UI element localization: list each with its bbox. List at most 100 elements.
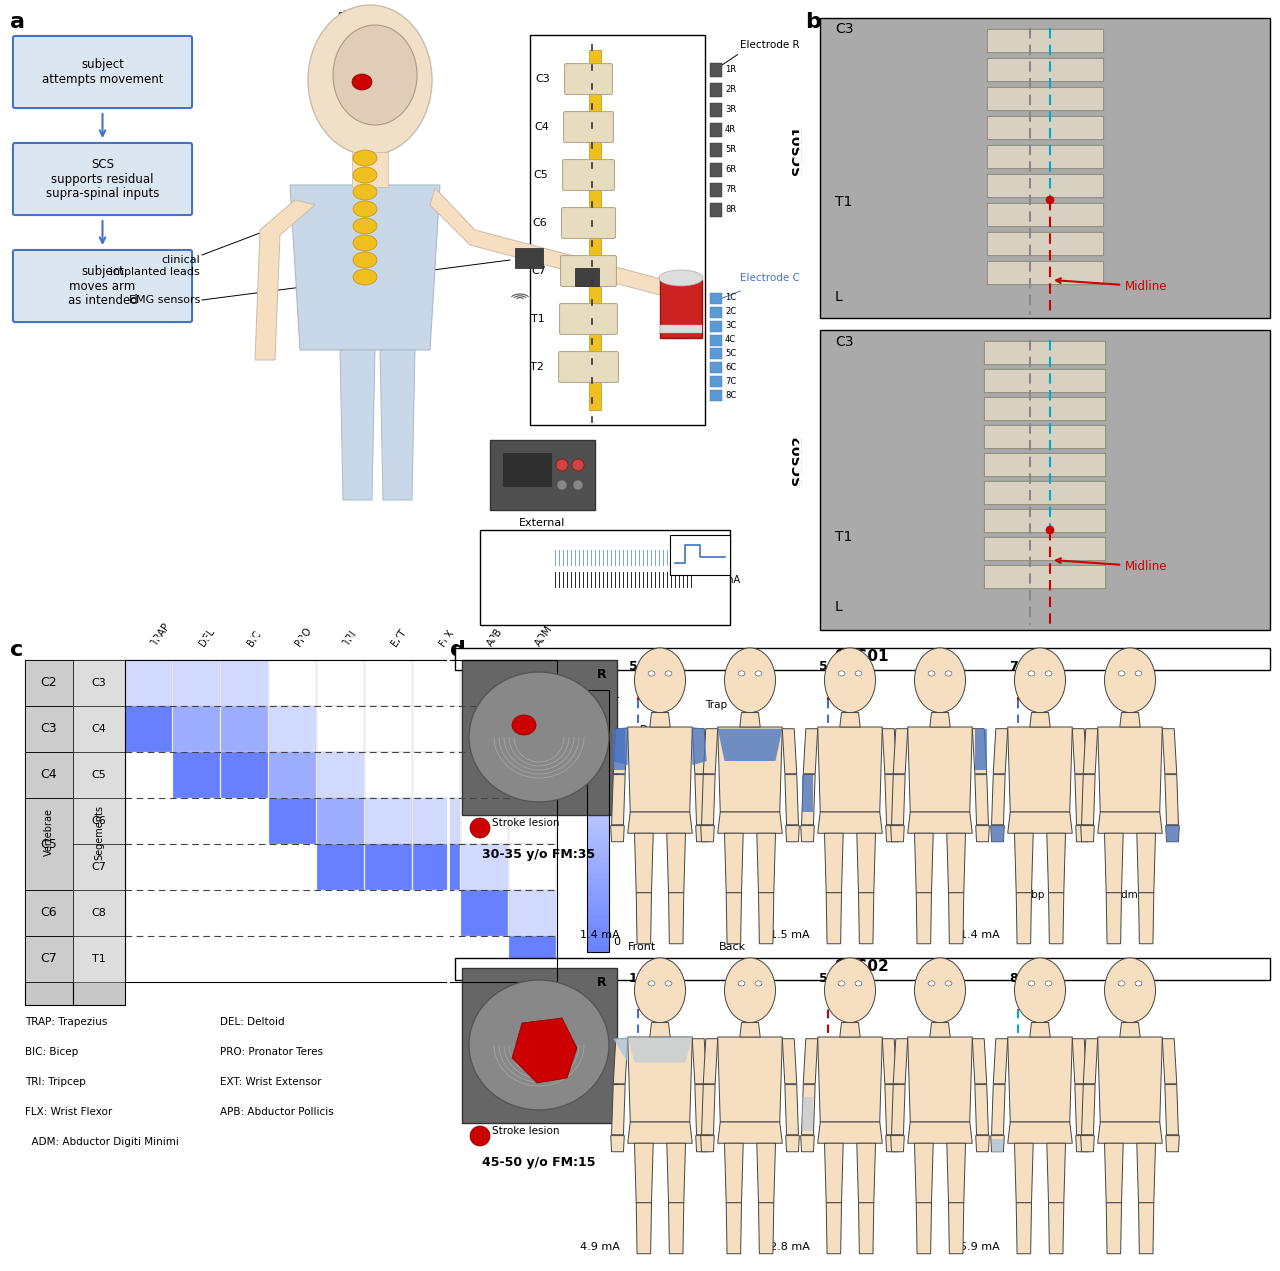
Bar — [588, 789, 609, 796]
Text: L: L — [835, 290, 842, 304]
Text: d: d — [451, 641, 466, 660]
Polygon shape — [703, 1038, 718, 1084]
Text: 1: 1 — [613, 690, 620, 700]
Bar — [73, 798, 125, 844]
Bar — [73, 752, 125, 798]
Bar — [588, 705, 609, 712]
Ellipse shape — [573, 480, 582, 491]
Bar — [352, 153, 388, 187]
Text: 5R: 5R — [724, 145, 736, 155]
Bar — [365, 844, 412, 890]
FancyBboxPatch shape — [987, 29, 1103, 52]
Bar — [461, 660, 508, 705]
Bar — [461, 705, 508, 752]
Bar — [710, 306, 722, 318]
Bar — [588, 900, 609, 905]
FancyBboxPatch shape — [987, 262, 1103, 285]
Text: T1: T1 — [835, 194, 852, 208]
Polygon shape — [612, 774, 625, 825]
Text: DEL: Deltoid: DEL: Deltoid — [220, 1017, 284, 1027]
Ellipse shape — [928, 981, 934, 986]
Bar — [588, 727, 609, 732]
Bar — [588, 868, 609, 874]
Polygon shape — [1075, 826, 1089, 841]
Polygon shape — [613, 728, 625, 769]
Polygon shape — [947, 834, 965, 892]
Bar — [269, 705, 316, 752]
Ellipse shape — [557, 480, 567, 491]
Polygon shape — [380, 350, 415, 500]
Text: 7R: 7R — [724, 186, 736, 194]
Polygon shape — [1030, 1023, 1050, 1037]
FancyBboxPatch shape — [984, 482, 1106, 505]
Polygon shape — [908, 812, 973, 834]
Text: Stroke lesion: Stroke lesion — [492, 1126, 559, 1136]
Polygon shape — [824, 834, 844, 892]
Polygon shape — [613, 1037, 627, 1063]
FancyBboxPatch shape — [13, 250, 192, 322]
Ellipse shape — [914, 958, 965, 1023]
Text: 2.8 mA: 2.8 mA — [771, 1242, 810, 1252]
Text: Ext: Ext — [858, 858, 874, 868]
Bar — [509, 798, 556, 844]
Polygon shape — [667, 1143, 686, 1202]
Polygon shape — [826, 892, 841, 944]
Bar — [509, 705, 556, 752]
Ellipse shape — [635, 648, 686, 713]
Bar — [26, 660, 73, 705]
Polygon shape — [947, 1143, 965, 1202]
Bar — [413, 844, 460, 890]
Bar — [26, 752, 73, 798]
Polygon shape — [856, 834, 876, 892]
Ellipse shape — [470, 1126, 490, 1146]
Text: Bic: Bic — [666, 780, 681, 791]
Bar — [173, 660, 220, 705]
Polygon shape — [718, 728, 782, 761]
Polygon shape — [635, 834, 653, 892]
Polygon shape — [914, 834, 933, 892]
Bar — [588, 878, 609, 885]
Text: PRO: PRO — [293, 625, 312, 648]
Text: subject
attempts movement: subject attempts movement — [42, 58, 164, 86]
Text: SCS
supports residual
supra-spinal inputs: SCS supports residual supra-spinal input… — [46, 158, 159, 201]
Text: Segements: Segements — [93, 805, 104, 860]
Text: 5.9 mA: 5.9 mA — [960, 1242, 1000, 1252]
Polygon shape — [718, 1037, 782, 1122]
Ellipse shape — [1119, 671, 1125, 676]
Polygon shape — [801, 1084, 815, 1135]
Ellipse shape — [468, 672, 609, 802]
Bar — [365, 752, 412, 798]
Polygon shape — [1048, 1202, 1064, 1253]
Bar — [125, 705, 172, 752]
Polygon shape — [818, 1037, 882, 1122]
Bar — [454, 648, 1270, 670]
Polygon shape — [1098, 1037, 1162, 1122]
Polygon shape — [718, 1122, 782, 1143]
Ellipse shape — [945, 671, 952, 676]
Text: EMG sensors: EMG sensors — [128, 295, 200, 305]
Text: DEL: DEL — [197, 627, 216, 648]
Polygon shape — [786, 1135, 799, 1152]
Bar — [461, 890, 508, 935]
FancyBboxPatch shape — [984, 510, 1106, 533]
Text: SCS02: SCS02 — [791, 435, 805, 486]
Ellipse shape — [724, 648, 776, 713]
Polygon shape — [1007, 727, 1073, 812]
Text: 1.5 mA: 1.5 mA — [771, 930, 810, 941]
Text: C5: C5 — [92, 770, 106, 780]
Text: subject
moves arm
as intended: subject moves arm as intended — [68, 264, 137, 308]
Polygon shape — [701, 1084, 716, 1135]
Bar — [588, 932, 609, 937]
Bar — [365, 705, 412, 752]
Polygon shape — [1106, 1202, 1121, 1253]
Bar — [588, 811, 609, 816]
Polygon shape — [1030, 713, 1050, 727]
Ellipse shape — [648, 671, 655, 676]
Bar — [588, 769, 609, 774]
Bar — [480, 530, 730, 625]
Polygon shape — [992, 1084, 1005, 1135]
Text: T1: T1 — [92, 955, 106, 963]
Polygon shape — [1165, 1084, 1179, 1135]
Polygon shape — [1007, 1037, 1073, 1122]
Ellipse shape — [353, 252, 378, 268]
